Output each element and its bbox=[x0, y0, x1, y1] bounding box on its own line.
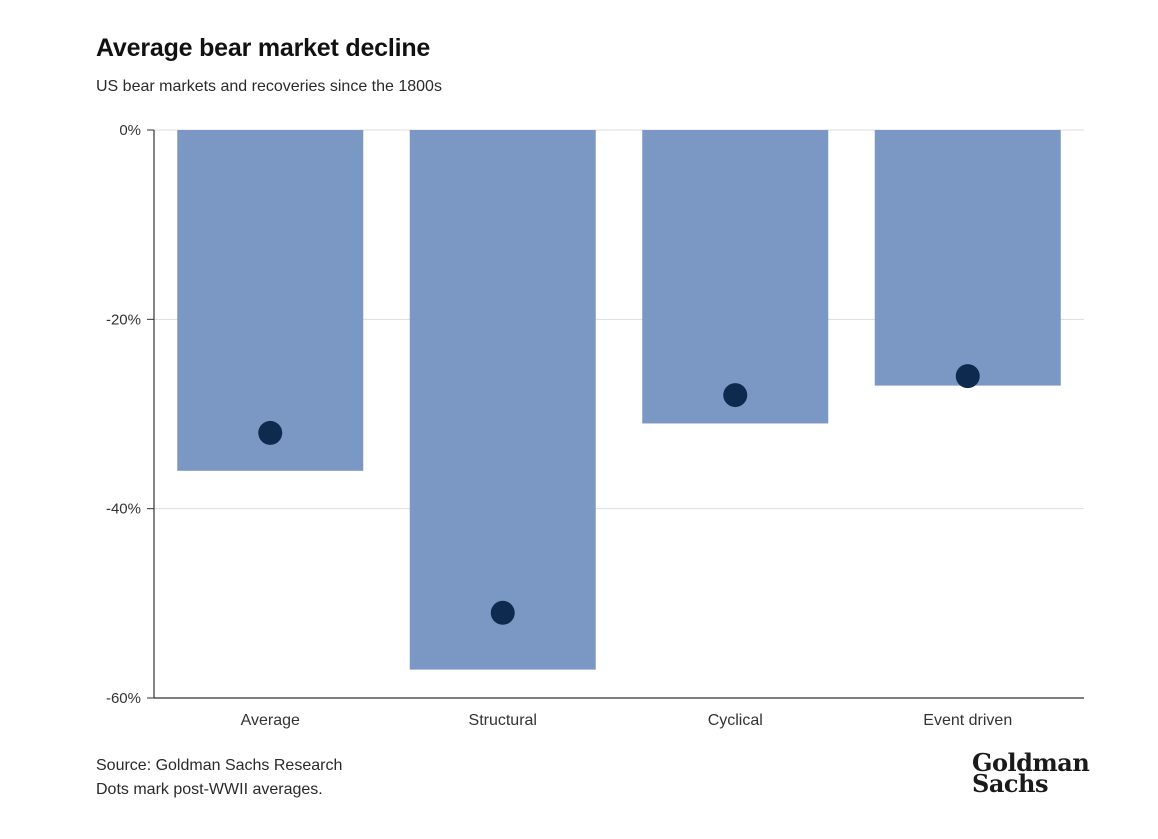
post-wwii-dot-event-driven bbox=[955, 364, 980, 389]
post-wwii-dot-cyclical bbox=[723, 383, 748, 408]
y-tick-label: -20% bbox=[106, 311, 141, 328]
chart-title: Average bear market decline bbox=[96, 34, 431, 62]
bar-event-driven bbox=[874, 130, 1061, 386]
logo-line-1: Goldman bbox=[972, 748, 1090, 777]
chart-subtitle: US bear markets and recoveries since the… bbox=[96, 78, 442, 95]
y-tick-label: -40% bbox=[106, 501, 141, 518]
goldman-sachs-logo: Goldman Sachs bbox=[972, 748, 1090, 798]
x-tick-label: Event driven bbox=[923, 712, 1012, 729]
bar-structural bbox=[409, 130, 596, 670]
post-wwii-dot-structural bbox=[490, 600, 515, 625]
x-tick-label: Cyclical bbox=[708, 712, 763, 729]
dots-note: Dots mark post-WWII averages. bbox=[96, 781, 323, 798]
bar-cyclical bbox=[642, 130, 829, 424]
logo-line-2: Sachs bbox=[972, 769, 1048, 798]
y-tick-label: 0% bbox=[119, 122, 141, 139]
source-note: Source: Goldman Sachs Research bbox=[96, 757, 343, 774]
post-wwii-dot-average bbox=[258, 420, 283, 445]
bar-average bbox=[177, 130, 364, 471]
x-tick-label: Structural bbox=[469, 712, 537, 729]
y-tick-label: -60% bbox=[106, 690, 141, 707]
x-tick-label: Average bbox=[241, 712, 300, 729]
